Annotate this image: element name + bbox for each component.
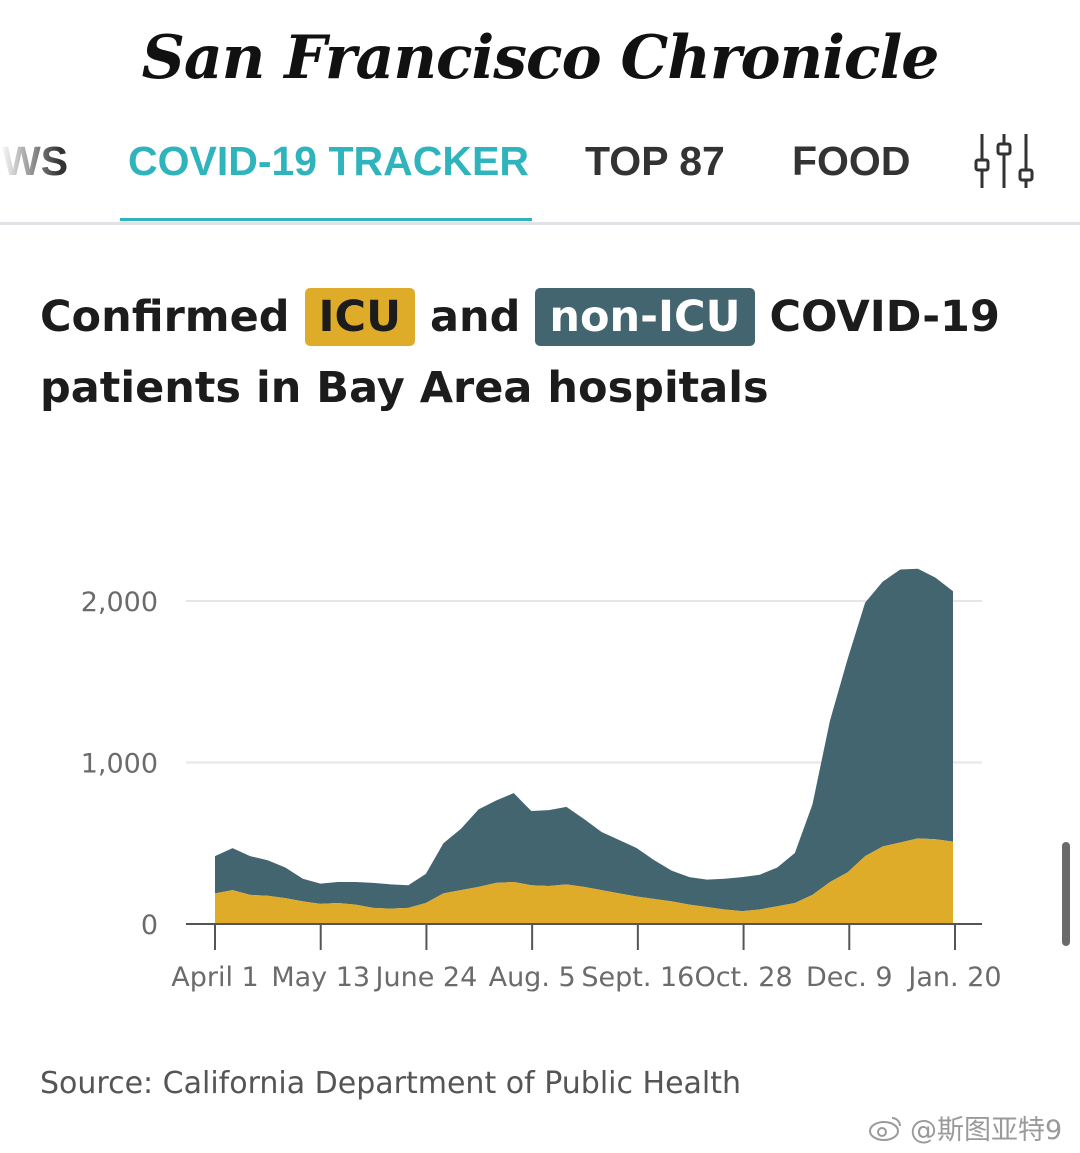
headline-non-icu-label: non-ICU <box>535 288 755 346</box>
watermark-text: @斯图亚特9 <box>910 1115 1063 1146</box>
nav-item-covid-tracker[interactable]: COVID-19 TRACKER <box>128 138 529 184</box>
x-tick-label: Aug. 5 <box>489 962 576 993</box>
nav-item-top-87[interactable]: TOP 87 <box>585 138 725 184</box>
headline-part-2: and <box>430 292 521 342</box>
hospitalization-chart: April 1 May 13 June 24 Aug. 5 Sept. 16 Oct. 2… <box>81 568 1002 993</box>
x-tick-label: Sept. 16 <box>581 962 694 993</box>
x-tick-label: June 24 <box>374 962 478 993</box>
nav-fade <box>0 138 60 198</box>
x-tick-label: Dec. 9 <box>806 962 893 993</box>
masthead-logo[interactable]: San Francisco Chronicle <box>141 22 940 93</box>
x-tick-label: April 1 <box>171 962 258 993</box>
sliders-icon[interactable] <box>972 130 1036 192</box>
chart-headline: Confirmed ICU and non-ICU COVID-19 patie… <box>40 282 1050 424</box>
nav-item-food[interactable]: FOOD <box>792 138 911 184</box>
headline-icu-label: ICU <box>304 288 416 346</box>
scrollbar[interactable] <box>1062 842 1070 946</box>
weibo-icon <box>869 1116 901 1141</box>
headline-part-3: COVID-19 patients in Bay Area hospitals <box>40 292 1000 413</box>
masthead: San Francisco Chronicle <box>0 0 1080 115</box>
nav-active-underline <box>120 218 532 221</box>
watermark: @斯图亚特9 <box>868 1108 1062 1147</box>
y-tick-label: 2,000 <box>81 587 158 618</box>
x-tick-label: Oct. 28 <box>694 962 792 993</box>
y-tick-label: 1,000 <box>81 749 158 780</box>
nav-bar: WS COVID-19 TRACKER TOP 87 FOOD <box>0 118 1080 225</box>
headline-part-1: Confirmed <box>40 292 290 342</box>
x-tick-label: Jan. 20 <box>906 962 1001 993</box>
chart-source: Source: California Department of Public … <box>40 1066 742 1101</box>
x-tick-label: May 13 <box>271 962 370 993</box>
series-area-non-icu <box>215 568 953 912</box>
series-area-icu <box>215 838 953 924</box>
y-tick-label: 0 <box>141 910 158 941</box>
